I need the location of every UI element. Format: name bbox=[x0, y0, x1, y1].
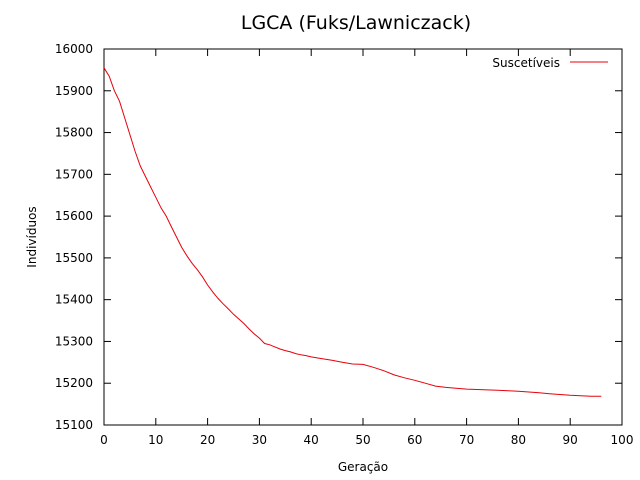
x-tick-label: 80 bbox=[511, 433, 526, 447]
x-tick-label: 70 bbox=[459, 433, 474, 447]
legend: Suscetíveis bbox=[492, 56, 608, 70]
y-tick-label: 15100 bbox=[55, 418, 93, 432]
x-axis-ticks: 0 10 20 30 40 50 60 70 80 90 100 bbox=[100, 49, 633, 447]
x-axis-label: Geração bbox=[338, 460, 388, 474]
y-tick-label: 15700 bbox=[55, 167, 93, 181]
x-tick-label: 90 bbox=[563, 433, 578, 447]
y-tick-label: 15300 bbox=[55, 334, 93, 348]
y-tick-label: 15600 bbox=[55, 209, 93, 223]
series-line-suscetiveis bbox=[103, 67, 602, 397]
x-tick-label: 100 bbox=[611, 433, 634, 447]
y-tick-label: 15800 bbox=[55, 126, 93, 140]
y-tick-label: 15200 bbox=[55, 376, 93, 390]
x-tick-label: 50 bbox=[355, 433, 370, 447]
y-tick-label: 15900 bbox=[55, 84, 93, 98]
x-tick-label: 0 bbox=[100, 433, 108, 447]
x-tick-label: 10 bbox=[148, 433, 163, 447]
y-axis-label: Indivíduos bbox=[25, 206, 39, 267]
x-tick-label: 30 bbox=[252, 433, 267, 447]
x-tick-label: 60 bbox=[407, 433, 422, 447]
legend-label-suscetiveis: Suscetíveis bbox=[492, 56, 560, 70]
y-tick-label: 15500 bbox=[55, 251, 93, 265]
y-axis-ticks: 15100 15200 15300 15400 15500 15600 15700 15800… bbox=[55, 42, 622, 432]
plot-frame bbox=[103, 48, 623, 426]
y-tick-label: 15400 bbox=[55, 293, 93, 307]
chart-title: LGCA (Fuks/Lawniczack) bbox=[241, 12, 471, 34]
x-tick-label: 20 bbox=[200, 433, 215, 447]
x-tick-label: 40 bbox=[304, 433, 319, 447]
y-tick-label: 16000 bbox=[55, 42, 93, 56]
